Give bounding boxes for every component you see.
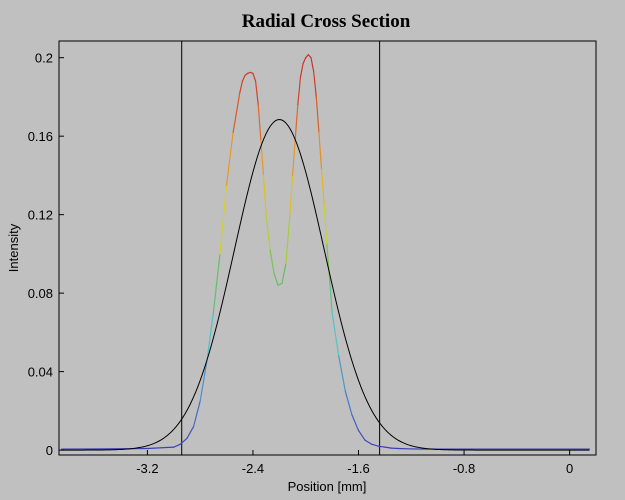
gaussian-fit-line <box>61 118 590 451</box>
measured-profile-segment <box>364 439 373 445</box>
measured-profile-segment <box>212 253 221 314</box>
measured-profile-segment <box>297 76 302 106</box>
measured-profile-segment <box>277 282 283 286</box>
measured-profile-segment <box>232 92 241 133</box>
x-tick-label: -0.8 <box>453 461 475 476</box>
measured-profile-segment <box>313 70 317 98</box>
y-tick-label: 0.2 <box>35 51 53 66</box>
measured-profile-segment <box>384 446 393 449</box>
y-tick-label: 0.08 <box>28 286 53 301</box>
measured-profile-segment <box>173 443 181 448</box>
y-axis-ticks: 0 0.04 0.08 0.12 0.16 0.2 <box>28 51 64 458</box>
measured-profile-segment <box>281 263 287 284</box>
measured-profile-segment <box>344 390 353 416</box>
measured-profile-segment <box>331 312 340 357</box>
y-tick-label: 0 <box>46 443 53 458</box>
measured-profile-segment <box>291 139 296 177</box>
measured-profile-segment <box>307 54 312 59</box>
measured-profile-segment <box>323 204 328 245</box>
measured-profile-segment <box>269 249 275 275</box>
measured-profile-segment <box>252 72 257 82</box>
x-axis-label: Position [mm] <box>288 479 367 494</box>
measured-profile-segment <box>377 445 386 448</box>
measured-profile-segment <box>305 54 309 59</box>
measured-profile-segment <box>239 80 243 94</box>
measured-profile-segment <box>241 74 246 82</box>
x-tick-label: -3.2 <box>136 461 158 476</box>
measured-profile-series <box>61 54 591 450</box>
measured-profile-segment <box>315 96 320 133</box>
chart-title: Radial Cross Section <box>242 11 411 32</box>
measured-profile-segment <box>254 80 259 106</box>
measured-profile-segment <box>285 214 291 265</box>
measured-profile-segment <box>146 446 175 450</box>
measured-profile-segment <box>351 414 360 432</box>
measured-profile-segment <box>302 57 307 65</box>
measured-profile-segment <box>257 104 262 141</box>
measured-profile-segment <box>273 272 279 286</box>
measured-profile-segment <box>199 361 208 402</box>
y-tick-label: 0.16 <box>28 129 53 144</box>
measured-profile-segment <box>371 443 379 447</box>
x-tick-label: -1.6 <box>347 461 369 476</box>
measured-profile-segment <box>338 355 346 392</box>
measured-profile-segment <box>320 168 325 206</box>
measured-profile-segment <box>328 276 333 314</box>
x-tick-label: -2.4 <box>242 461 264 476</box>
plot-area-frame <box>58 40 597 456</box>
measured-profile-segment <box>179 437 188 445</box>
boundary-markers <box>181 41 381 455</box>
measured-profile-segment <box>294 104 299 141</box>
measured-profile-segment <box>357 429 366 441</box>
measured-profile-segment <box>206 312 214 363</box>
measured-profile-segment <box>192 400 201 428</box>
measured-profile-segment <box>225 131 234 186</box>
x-axis-ticks: -3.2 -2.4 -1.6 -0.8 0 <box>136 450 573 476</box>
y-tick-label: 0.12 <box>28 208 53 223</box>
measured-profile-segment <box>310 57 315 73</box>
measured-profile-segment <box>186 425 195 439</box>
measured-profile-segment <box>219 184 228 255</box>
measured-profile-segment <box>265 214 271 251</box>
y-axis-label: Intensity <box>6 223 21 272</box>
measured-profile-segment <box>318 131 323 171</box>
measured-profile-segment <box>262 174 267 216</box>
x-tick-label: 0 <box>566 461 573 476</box>
y-tick-label: 0.04 <box>28 365 53 380</box>
measured-profile-segment <box>299 62 304 78</box>
measured-profile-segment <box>289 174 294 216</box>
